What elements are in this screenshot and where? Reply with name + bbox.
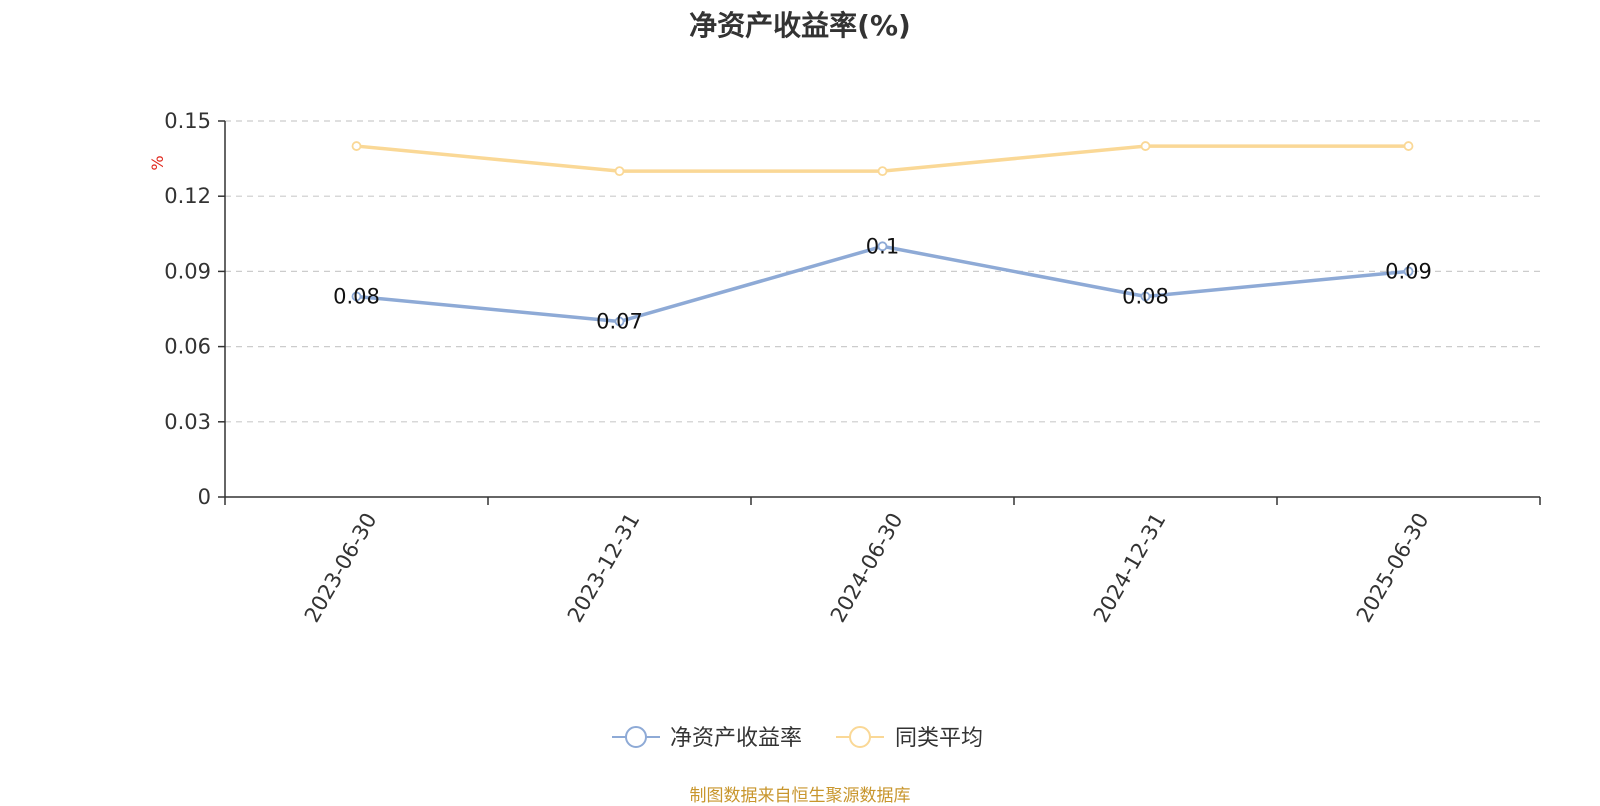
legend[interactable]: 净资产收益率 同类平均	[612, 726, 983, 751]
source-note: 制图数据来自恒生聚源数据库	[689, 786, 911, 806]
x-tick-label: 2025-06-30	[1352, 509, 1434, 627]
y-tick-label: 0.03	[164, 410, 211, 434]
y-tick-label: 0.12	[164, 184, 211, 208]
x-tick-label: 2023-06-30	[300, 509, 382, 627]
series	[351, 141, 1414, 327]
grid-lines	[225, 120, 1540, 423]
legend-label: 同类平均	[895, 726, 983, 751]
y-tick-label: 0.06	[164, 335, 211, 359]
data-point	[351, 141, 362, 151]
data-point	[1140, 291, 1151, 302]
legend-marker	[849, 726, 871, 748]
data-point	[614, 316, 625, 327]
data-point	[614, 166, 625, 177]
data-label: 0.08	[1122, 284, 1169, 308]
legend-label: 净资产收益率	[670, 726, 802, 751]
data-point	[877, 241, 888, 252]
x-tick-label: 2023-12-31	[563, 509, 645, 627]
data-point	[1403, 141, 1414, 151]
x-tick-label: 2024-06-30	[826, 509, 908, 627]
data-label: 0.07	[596, 310, 643, 334]
data-label: 0.08	[333, 284, 380, 308]
data-label: 0.1	[866, 234, 899, 258]
data-point	[877, 166, 888, 177]
y-tick-label: 0.09	[164, 259, 211, 283]
data-label: 0.09	[1385, 259, 1432, 283]
x-tick-label: 2024-12-31	[1089, 509, 1171, 627]
y-axis-label: %	[148, 155, 167, 170]
data-point	[351, 291, 362, 302]
data-point	[1140, 141, 1151, 151]
chart-title: 净资产收益率(%)	[689, 9, 911, 42]
axes: 0 0.03 0.06 0.09 0.12 0.15 2023-06-30 2023-12-3…	[164, 109, 1541, 627]
data-point	[1403, 266, 1414, 277]
y-tick-label: 0.15	[164, 109, 211, 133]
data-labels: 0.08 0.07 0.1 0.08 0.09	[333, 234, 1432, 333]
legend-marker	[625, 726, 647, 748]
y-tick-label: 0	[198, 485, 211, 509]
